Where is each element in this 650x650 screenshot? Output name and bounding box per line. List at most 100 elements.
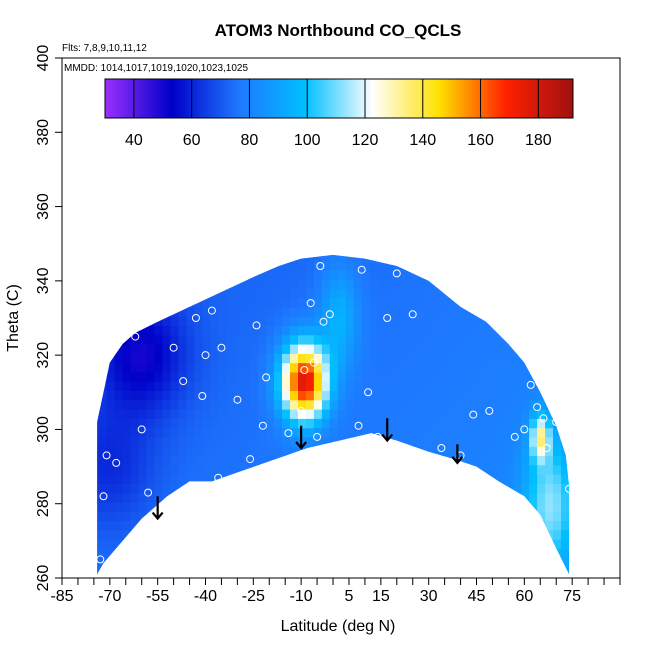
field-cell: [114, 371, 124, 382]
field-cell: [425, 325, 435, 336]
field-cell: [473, 371, 482, 382]
field-cell: [274, 279, 283, 289]
field-cell: [138, 344, 148, 354]
field-cell: [194, 325, 203, 336]
field-cell: [226, 325, 235, 336]
colorbar-tick-label: 120: [352, 132, 379, 149]
y-axis-label: Theta (C): [5, 284, 22, 352]
field-cell: [234, 455, 243, 466]
field-cell: [122, 474, 132, 484]
field-cell: [545, 436, 554, 447]
field-cell: [369, 390, 379, 401]
colorbar-tick-label: 140: [409, 132, 436, 149]
field-cell: [218, 455, 227, 466]
field-cell: [97, 566, 100, 575]
field-cell: [162, 334, 171, 345]
field-cell: [553, 427, 562, 438]
field-cell: [473, 446, 482, 456]
field-cell: [321, 260, 331, 271]
field-cell: [178, 371, 187, 382]
field-cell: [98, 474, 108, 484]
field-cell: [194, 409, 203, 419]
field-cell: [425, 381, 435, 391]
field-cell: [218, 362, 227, 373]
field-cell: [521, 455, 530, 466]
field-cell: [290, 436, 299, 447]
field-cell: [425, 297, 435, 308]
field-cell: [465, 427, 474, 438]
field-cell: [98, 427, 108, 438]
field-cell: [98, 455, 108, 466]
x-tick-label: 60: [515, 588, 533, 605]
field-cell: [385, 334, 395, 345]
sample-point: [325, 310, 334, 319]
field-cell: [417, 288, 427, 299]
field-cell: [97, 436, 100, 447]
field-cell: [202, 390, 211, 401]
field-cell: [130, 474, 140, 484]
field-cell: [154, 325, 164, 336]
field-cell: [290, 279, 299, 289]
field-cell: [449, 446, 458, 456]
field-cell: [178, 316, 187, 326]
field-cell: [298, 353, 307, 364]
field-cell: [441, 325, 450, 336]
field-cell: [433, 306, 443, 317]
field-cell: [258, 409, 267, 419]
field-cell: [409, 334, 419, 345]
field-cell: [545, 501, 554, 512]
field-cell: [274, 344, 283, 354]
field-cell: [274, 353, 283, 364]
field-cell: [521, 418, 530, 429]
field-cell: [537, 464, 546, 475]
field-cell: [385, 269, 395, 280]
colorbar-tick-label: 60: [183, 132, 201, 149]
field-cell: [377, 269, 387, 280]
field-cell: [425, 288, 435, 299]
field-cell: [481, 353, 490, 364]
field-cell: [106, 501, 116, 512]
field-cell: [138, 483, 148, 494]
x-axis: -85 -70 -55 -40 -25 -10 5 15 30 45 60 75: [50, 578, 621, 605]
field-cell: [513, 464, 522, 475]
field-cell: [298, 436, 307, 447]
field-cell: [282, 325, 291, 336]
field-cell: [385, 362, 395, 373]
field-cell: [513, 390, 522, 401]
field-cell: [505, 455, 514, 466]
field-cell: [393, 316, 403, 326]
field-cell: [146, 325, 156, 336]
field-cell: [138, 381, 148, 391]
field-cell: [321, 399, 331, 410]
field-cell: [202, 371, 211, 382]
field-cell: [377, 381, 387, 391]
field-cell: [489, 353, 498, 364]
field-cell: [497, 353, 506, 364]
field-cell: [409, 297, 419, 308]
field-cell: [497, 446, 506, 456]
field-cell: [481, 399, 490, 410]
field-cell: [377, 279, 387, 289]
field-cell: [465, 325, 474, 336]
field-cell: [393, 409, 403, 419]
field-cell: [313, 297, 323, 308]
field-cell: [385, 260, 395, 271]
field-cell: [545, 455, 554, 466]
field-cell: [521, 492, 530, 503]
field-cell: [194, 455, 203, 466]
field-cell: [329, 390, 339, 401]
field-cell: [290, 334, 299, 345]
field-cell: [457, 427, 466, 438]
field-cell: [385, 288, 395, 299]
field-cell: [226, 306, 235, 317]
field-cell: [425, 390, 435, 401]
field-cell: [202, 455, 211, 466]
field-cell: [465, 381, 474, 391]
field-cell: [162, 464, 171, 475]
field-cell: [425, 353, 435, 364]
field-cell: [298, 418, 307, 429]
field-cell: [425, 399, 435, 410]
field-cell: [473, 409, 482, 419]
field-cell: [258, 269, 267, 280]
x-tick-label: 75: [563, 588, 581, 605]
